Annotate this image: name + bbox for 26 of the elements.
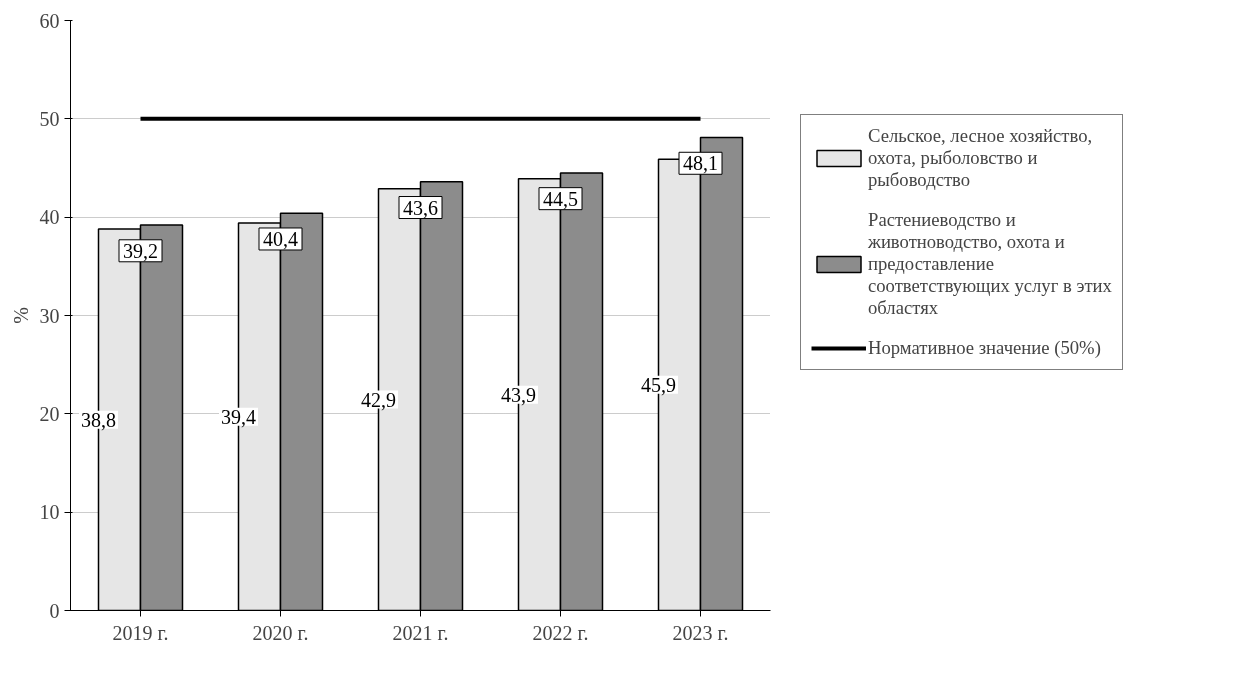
y-axis-title: % [9, 307, 32, 324]
y-tick-label: 50 [39, 107, 60, 130]
data-label: 42,9 [361, 388, 396, 411]
data-label: 43,9 [501, 383, 536, 406]
y-tick-label: 20 [39, 402, 60, 425]
y-tick-label: 0 [49, 599, 60, 622]
data-label: 39,2 [123, 239, 158, 262]
legend-label: Нормативное значение (50%) [868, 337, 1101, 359]
data-label: 40,4 [263, 227, 298, 250]
data-label: 44,5 [543, 187, 578, 210]
data-label: 43,6 [403, 196, 438, 219]
y-tick-label: 30 [39, 304, 60, 327]
data-label: 48,1 [683, 152, 718, 175]
legend-label: Сельское, лесное хозяйство, охота, рыболовство и рыбоводство [868, 125, 1093, 191]
y-tick-label: 10 [39, 501, 60, 524]
data-label: 38,8 [81, 408, 116, 431]
legend-label: Растениеводство и животноводство, охота и предоставление соответствующих услуг в этих областях [868, 209, 1112, 319]
y-tick-label: 60 [39, 9, 60, 32]
data-label: 45,9 [641, 373, 676, 396]
x-tick-label: 2022 г. [532, 621, 589, 644]
data-label: 39,4 [221, 405, 256, 428]
x-tick-label: 2021 г. [392, 621, 449, 644]
x-tick-label: 2023 г. [672, 621, 729, 644]
x-tick-label: 2020 г. [252, 621, 309, 644]
x-tick-label: 2019 г. [112, 621, 169, 644]
y-tick-label: 40 [39, 206, 60, 229]
